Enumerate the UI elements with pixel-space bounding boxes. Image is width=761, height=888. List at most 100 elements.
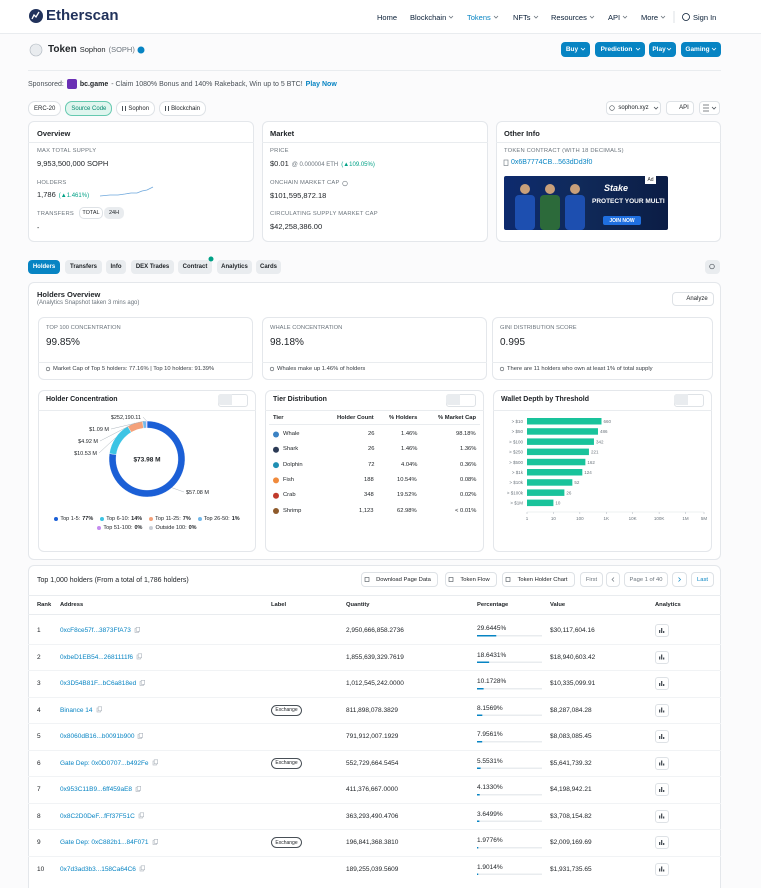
view-toggle-active[interactable] (674, 394, 688, 405)
analytics-button[interactable] (655, 756, 669, 770)
nav-link[interactable]: Home (377, 13, 398, 22)
page-next[interactable] (672, 572, 687, 587)
analytics-button[interactable] (655, 703, 669, 717)
value-cell: $30,117,604.16 (550, 627, 595, 634)
tag-pill[interactable]: Source Code (65, 101, 113, 116)
tier-cell: Dolphin (283, 461, 303, 468)
hash-icon (122, 106, 127, 111)
analytics-button[interactable] (655, 862, 669, 876)
label-badge[interactable]: Exchange (271, 757, 302, 769)
tier-cell: 1,123 (359, 507, 374, 514)
analytics-button[interactable] (655, 624, 669, 637)
rank-cell: 4 (37, 706, 41, 714)
tag-pill[interactable]: Sophon (116, 101, 156, 116)
page-first[interactable]: First (580, 572, 603, 587)
nav-link[interactable]: NFTs (513, 13, 531, 22)
analytics-button[interactable] (655, 677, 669, 690)
tab[interactable]: Holders (28, 260, 60, 274)
token-symbol: (SOPH) (108, 45, 135, 54)
tag-text: ERC-20 (34, 105, 56, 112)
ad-brand: Stake (604, 183, 629, 193)
tab[interactable]: Info (106, 260, 126, 274)
action-button[interactable]: Prediction (595, 42, 645, 57)
holders-line: 1,786 (▲1.461%) (37, 190, 89, 199)
table-button[interactable]: Token Holder Chart (502, 572, 575, 587)
transfer-tab[interactable]: TOTAL (79, 207, 103, 219)
analytics-button[interactable] (655, 650, 669, 664)
tab[interactable]: Cards (256, 260, 281, 274)
nav-link[interactable]: Resources (551, 13, 587, 22)
sponsored-link[interactable]: Play Now (305, 80, 337, 88)
legend-swatch (100, 517, 105, 521)
row-line (28, 670, 721, 671)
transfer-tab[interactable]: 24H (104, 207, 124, 219)
contract-link[interactable]: 0x6B7774CB...563dDd3f0 (511, 159, 593, 166)
address-link[interactable]: Binance 14 (60, 706, 93, 714)
tab[interactable]: Contract (178, 260, 212, 274)
legend-item[interactable]: Top 51-100: 0% (97, 525, 142, 531)
card-divider (262, 142, 488, 143)
quantity-cell: 1,855,639,329.7619 (346, 653, 404, 661)
address-link[interactable]: 0x953C11B9...6ff459aE8 (60, 786, 133, 793)
page-prev[interactable] (606, 572, 620, 587)
analyze-button[interactable]: Analyze (672, 292, 714, 306)
card-title: Market (270, 129, 295, 138)
action-button[interactable]: Gaming (681, 42, 721, 57)
menu-button[interactable] (699, 101, 720, 115)
analytics-button[interactable] (655, 809, 669, 823)
search-button[interactable] (705, 260, 720, 274)
percentage-cell: 1.9014% (477, 863, 503, 871)
card (38, 317, 253, 380)
nav-link[interactable]: Blockchain (410, 13, 447, 22)
tag-pill[interactable]: Blockchain (159, 101, 207, 116)
view-toggle-active[interactable] (446, 394, 460, 405)
address-link[interactable]: 0x8060dB16...b0091b900 (60, 733, 135, 740)
address-link[interactable]: Gate Dep: 0xC882b1...84F071 (60, 839, 149, 846)
table-button[interactable]: Download Page Data (361, 572, 438, 587)
legend-swatch (197, 517, 202, 521)
tier-cell: 10.54% (397, 476, 417, 483)
tab[interactable]: DEX Trades (131, 260, 174, 274)
page-indicator[interactable]: Page 1 of 40 (624, 572, 668, 587)
label-badge[interactable]: Exchange (271, 704, 302, 716)
ad-cta[interactable]: JOIN NOW (603, 216, 641, 225)
ad-badge[interactable]: Ad (645, 176, 656, 184)
tier-cell: 0.36% (460, 461, 477, 468)
table-button[interactable]: Token Flow (445, 572, 497, 587)
token-heading: Token Sophon (SOPH) (48, 44, 135, 55)
nav-link[interactable]: API (608, 13, 621, 22)
nav-link[interactable]: More (641, 13, 659, 22)
nav-link[interactable]: Tokens (467, 13, 491, 22)
tab[interactable]: Analytics (217, 260, 252, 274)
address-link[interactable]: 0x7d3ad3b3...158Ca64C6 (60, 865, 136, 873)
analytics-button[interactable] (655, 783, 669, 796)
view-toggle-active[interactable] (218, 394, 232, 405)
address-link[interactable]: Gate Dep: 0x0D0707...b492Fe (60, 759, 149, 767)
field-label: CIRCULATING SUPPLY MARKET CAP (270, 211, 378, 217)
legend-share: 1% (231, 516, 240, 522)
tier-column: % Holders (389, 415, 418, 421)
analytics-button[interactable] (655, 730, 669, 743)
api-button[interactable]: API (666, 101, 694, 115)
tab[interactable]: Transfers (65, 260, 102, 274)
tag-pill[interactable]: ERC-20 (28, 101, 62, 116)
label-badge[interactable]: Exchange (271, 837, 302, 848)
sign-in-link[interactable]: Sign In (693, 13, 717, 22)
address-link[interactable]: 0x8C2D0DeF...fFf37F51C (60, 812, 135, 820)
page-last[interactable]: Last (691, 572, 714, 587)
analytics-button[interactable] (655, 836, 669, 849)
card (262, 121, 488, 242)
legend-item[interactable]: Top 26-50: 1% (197, 516, 240, 522)
legend-item[interactable]: Outside 100: 0% (149, 525, 197, 531)
site-button[interactable]: sophon.xyz (606, 101, 661, 115)
legend-item[interactable]: Top 6-10: 14% (100, 516, 142, 522)
sponsored-line: Sponsored: bc.game - Claim 1080% Bonus and… (28, 79, 337, 89)
address-link[interactable]: 0xcF8ce57f...3873FfA73 (60, 627, 131, 634)
row-line (28, 802, 721, 804)
address-link[interactable]: 0x3D54B81F...bC6a818ed (60, 680, 137, 687)
address-link[interactable]: 0xbeD1EB54...2681111f6 (60, 653, 134, 661)
action-button[interactable]: Play (649, 42, 676, 57)
action-button[interactable]: Buy (561, 42, 590, 57)
legend-item[interactable]: Top 1-5: 77% (54, 516, 93, 522)
legend-item[interactable]: Top 11-25: 7% (149, 516, 191, 522)
